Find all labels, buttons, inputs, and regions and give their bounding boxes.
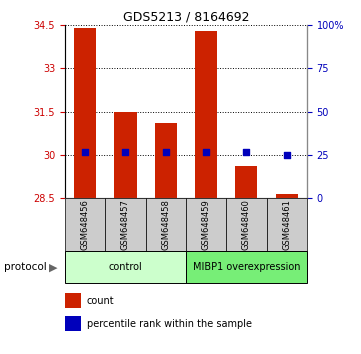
Text: GSM648460: GSM648460 — [242, 199, 251, 250]
Bar — [65, 251, 186, 283]
Bar — [186, 198, 226, 251]
Bar — [155, 123, 177, 198]
Bar — [114, 112, 136, 198]
Text: GSM648456: GSM648456 — [81, 199, 90, 250]
Bar — [74, 28, 96, 198]
Point — [123, 149, 129, 155]
Point — [243, 149, 249, 155]
Bar — [266, 198, 307, 251]
Bar — [226, 198, 266, 251]
Text: GSM648458: GSM648458 — [161, 199, 170, 250]
Text: control: control — [109, 262, 142, 272]
Text: GSM648457: GSM648457 — [121, 199, 130, 250]
Bar — [65, 198, 105, 251]
Bar — [235, 166, 257, 198]
Text: GSM648461: GSM648461 — [282, 199, 291, 250]
Title: GDS5213 / 8164692: GDS5213 / 8164692 — [123, 11, 249, 24]
Text: count: count — [87, 296, 114, 306]
Text: protocol: protocol — [4, 262, 46, 272]
Point — [163, 149, 169, 155]
Text: ▶: ▶ — [49, 262, 57, 272]
Bar — [105, 198, 145, 251]
Text: MIBP1 overexpression: MIBP1 overexpression — [193, 262, 300, 272]
Bar — [195, 30, 217, 198]
Point — [203, 149, 209, 155]
Text: percentile rank within the sample: percentile rank within the sample — [87, 319, 252, 329]
Bar — [145, 198, 186, 251]
Point — [82, 149, 88, 155]
Bar — [186, 251, 307, 283]
Bar — [275, 194, 298, 198]
Point — [284, 152, 290, 158]
Text: GSM648459: GSM648459 — [201, 199, 210, 250]
